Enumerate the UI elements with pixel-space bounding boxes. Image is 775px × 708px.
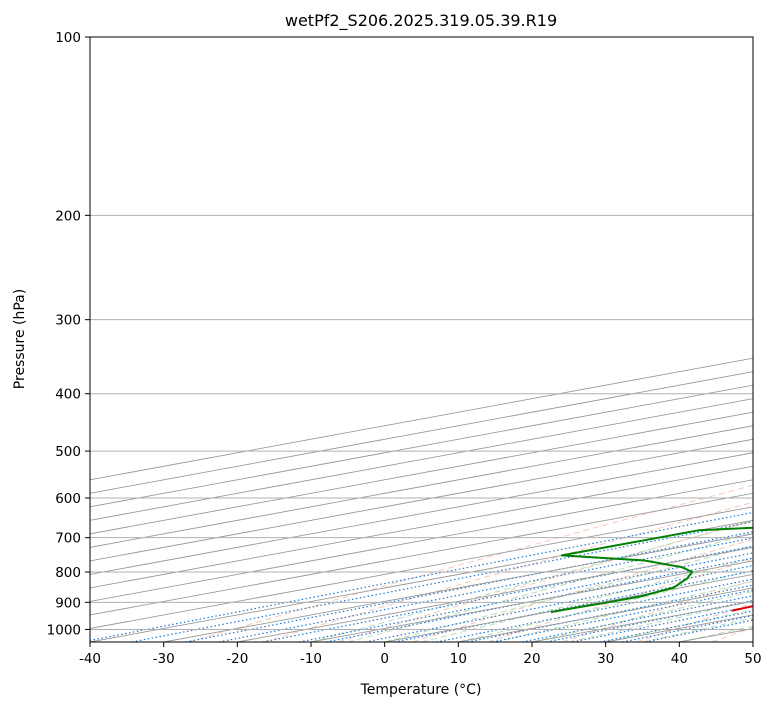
y-tick-label: 100 xyxy=(55,30,81,46)
mixing-ratio-line xyxy=(492,589,753,642)
y-tick-label: 900 xyxy=(55,595,81,611)
dry-adiabat xyxy=(263,501,753,642)
background-lines xyxy=(90,484,753,642)
isotherm-line xyxy=(90,506,753,629)
x-tick-label: 40 xyxy=(671,651,688,667)
mixing-ratio-line xyxy=(365,564,753,642)
y-tick-label: 600 xyxy=(55,491,81,507)
x-tick-label: 20 xyxy=(523,651,540,667)
isotherm-line xyxy=(237,546,753,642)
isotherm-line xyxy=(163,533,753,642)
moist-adiabat xyxy=(605,609,753,642)
x-tick-label: -10 xyxy=(300,651,322,667)
plot-frame xyxy=(89,36,754,643)
y-axis-label: Pressure (hPa) xyxy=(12,289,28,389)
moist-adiabat xyxy=(421,557,753,642)
y-tick-label: 500 xyxy=(55,444,81,460)
mixing-ratio-line xyxy=(325,557,753,642)
x-tick-label: 0 xyxy=(380,651,389,667)
isotherm-line xyxy=(310,560,753,642)
x-tick-label: 30 xyxy=(597,651,614,667)
moist-adiabat xyxy=(310,520,753,642)
y-tick-label: 200 xyxy=(55,208,81,224)
moist-adiabat xyxy=(495,580,753,642)
dry-adiabat xyxy=(711,627,753,642)
y-tick-label: 800 xyxy=(55,565,81,581)
isotherm-line xyxy=(90,519,753,642)
isotherm-line xyxy=(90,452,753,575)
x-tick-label: -20 xyxy=(226,651,248,667)
chart-title: wetPf2_S206.2025.319.05.39.R19 xyxy=(285,11,557,31)
y-tick-label: 400 xyxy=(55,387,81,403)
x-tick-label: 50 xyxy=(744,651,761,667)
y-axis-ticks: 100 200 300 400 500 600 700 800 900 1000 xyxy=(47,30,90,638)
mixing-ratio-line xyxy=(90,511,753,642)
x-tick-label: 10 xyxy=(450,651,467,667)
mixing-ratio-line xyxy=(436,578,753,642)
moist-adiabat xyxy=(347,532,753,642)
y-tick-label: 700 xyxy=(55,531,81,547)
isotherm-line xyxy=(752,641,753,642)
y-tick-label: 300 xyxy=(55,313,81,329)
isotherm-line xyxy=(90,492,753,616)
isotherm-line xyxy=(90,465,753,589)
isotherm-line xyxy=(90,438,753,562)
mixing-ratio-line xyxy=(394,570,753,642)
dry-adiabat xyxy=(188,484,753,642)
isotherm-line xyxy=(90,425,753,548)
moist-adiabat xyxy=(642,617,753,642)
dry-adiabat xyxy=(338,519,753,642)
dry-adiabat xyxy=(562,579,753,642)
isotherm-line xyxy=(605,614,753,642)
series-layer xyxy=(550,526,753,614)
x-axis-ticks: -40 -30 -20 -10 0 10 20 30 40 50 xyxy=(79,642,762,667)
dewpoint-profile-line xyxy=(550,526,753,614)
grid-lines xyxy=(90,37,753,642)
x-tick-label: -30 xyxy=(153,651,175,667)
isotherm-line xyxy=(90,479,753,602)
mixing-ratio-line xyxy=(218,537,753,642)
x-tick-label: -40 xyxy=(79,651,101,667)
y-tick-label: 1000 xyxy=(47,622,81,638)
x-axis-label: Temperature (°C) xyxy=(360,682,482,698)
dry-adiabat xyxy=(412,538,753,642)
